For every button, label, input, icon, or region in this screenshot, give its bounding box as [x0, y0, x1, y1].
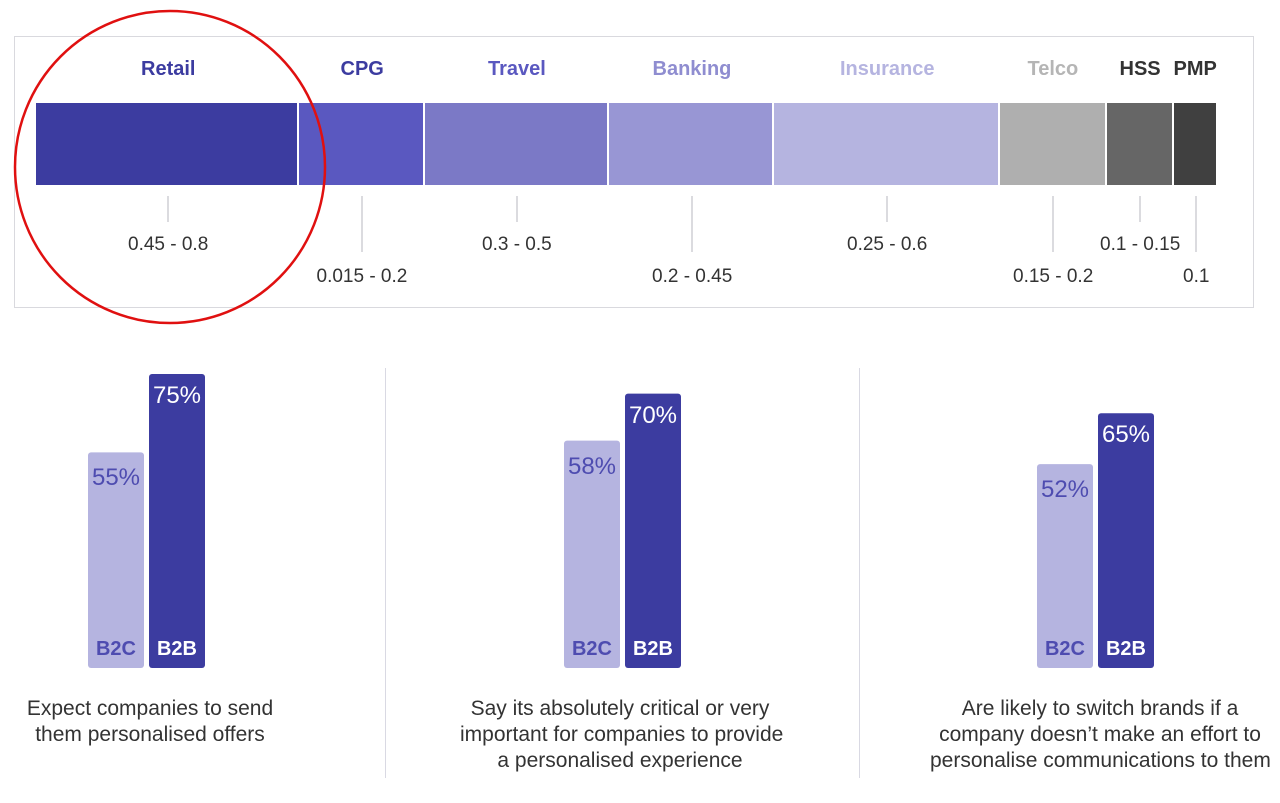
- bar-1-b2c: [88, 452, 144, 668]
- segment-insurance: [773, 103, 999, 185]
- category-label-banking: Banking: [652, 58, 732, 80]
- category-label-1-b2b: B2B: [156, 638, 197, 660]
- segment-pmp: [1173, 103, 1216, 185]
- caption-1-line-2: them personalised offers: [35, 723, 265, 746]
- category-label-2-b2b: B2B: [632, 638, 673, 660]
- category-label-3-b2c: B2C: [1044, 638, 1085, 660]
- value-label-3-b2b: 65%: [1101, 421, 1151, 449]
- range-label-telco: 0.15 - 0.2: [1013, 266, 1094, 287]
- segment-telco: [999, 103, 1106, 185]
- range-label-banking: 0.2 - 0.45: [652, 266, 733, 287]
- value-label-1-b2c: 55%: [91, 464, 141, 492]
- value-label-2-b2c: 58%: [567, 452, 617, 480]
- divider-1: [385, 368, 386, 778]
- category-label-retail: Retail: [141, 58, 196, 80]
- caption-2: Say its absolutely critical or very impo…: [460, 696, 784, 774]
- segment-travel: [424, 103, 608, 185]
- value-label-3-b2c: 52%: [1040, 476, 1090, 504]
- range-label-cpg: 0.015 - 0.2: [316, 266, 408, 287]
- value-label-2-b2b: 70%: [628, 401, 678, 429]
- divider-2: [859, 368, 860, 778]
- category-label-insurance: Insurance: [840, 58, 935, 80]
- range-label-pmp: 0.1: [1183, 266, 1210, 287]
- caption-3-line-2: company doesn’t make an effort to: [939, 723, 1261, 746]
- annotation-circle: [13, 9, 327, 325]
- caption-3-line-1: Are likely to switch brands if a: [961, 697, 1239, 720]
- segment-hss: [1106, 103, 1173, 185]
- category-label-1-b2c: B2C: [95, 638, 136, 660]
- value-label-1-b2b: 75%: [152, 382, 202, 409]
- range-label-travel: 0.3 - 0.5: [482, 234, 552, 255]
- bar-3-b2c: [1037, 464, 1093, 668]
- bar-2-b2c: [564, 440, 620, 668]
- segment-retail: [36, 103, 298, 185]
- caption-2-line-2: important for companies to provide: [460, 723, 784, 746]
- range-label-retail: 0.45 - 0.8: [128, 234, 209, 255]
- category-label-hss: HSS: [1119, 58, 1161, 80]
- bar-2-b2b: [625, 393, 681, 668]
- category-label-travel: Travel: [488, 58, 546, 80]
- segment-cpg: [298, 103, 424, 185]
- category-label-cpg: CPG: [340, 58, 384, 80]
- industry-stacked-bar: [13, 9, 1216, 325]
- caption-3: Are likely to switch brands if a company…: [930, 696, 1271, 774]
- category-label-3-b2b: B2B: [1105, 638, 1146, 660]
- caption-2-line-1: Say its absolutely critical or very: [470, 697, 770, 720]
- caption-1: Expect companies to send them personalis…: [20, 696, 280, 748]
- bar-3-b2b: [1098, 413, 1154, 668]
- range-label-insurance: 0.25 - 0.6: [847, 234, 928, 255]
- bar-1-b2b: [149, 374, 205, 668]
- caption-3-line-3: personalise communications to them: [930, 749, 1271, 772]
- category-label-2-b2c: B2C: [571, 638, 612, 660]
- range-label-hss: 0.1 - 0.15: [1100, 234, 1181, 255]
- caption-1-line-1: Expect companies to send: [26, 697, 274, 720]
- caption-2-line-3: a personalised experience: [497, 749, 743, 772]
- category-label-pmp: PMP: [1173, 58, 1217, 80]
- segment-banking: [608, 103, 773, 185]
- category-label-telco: Telco: [1027, 58, 1079, 80]
